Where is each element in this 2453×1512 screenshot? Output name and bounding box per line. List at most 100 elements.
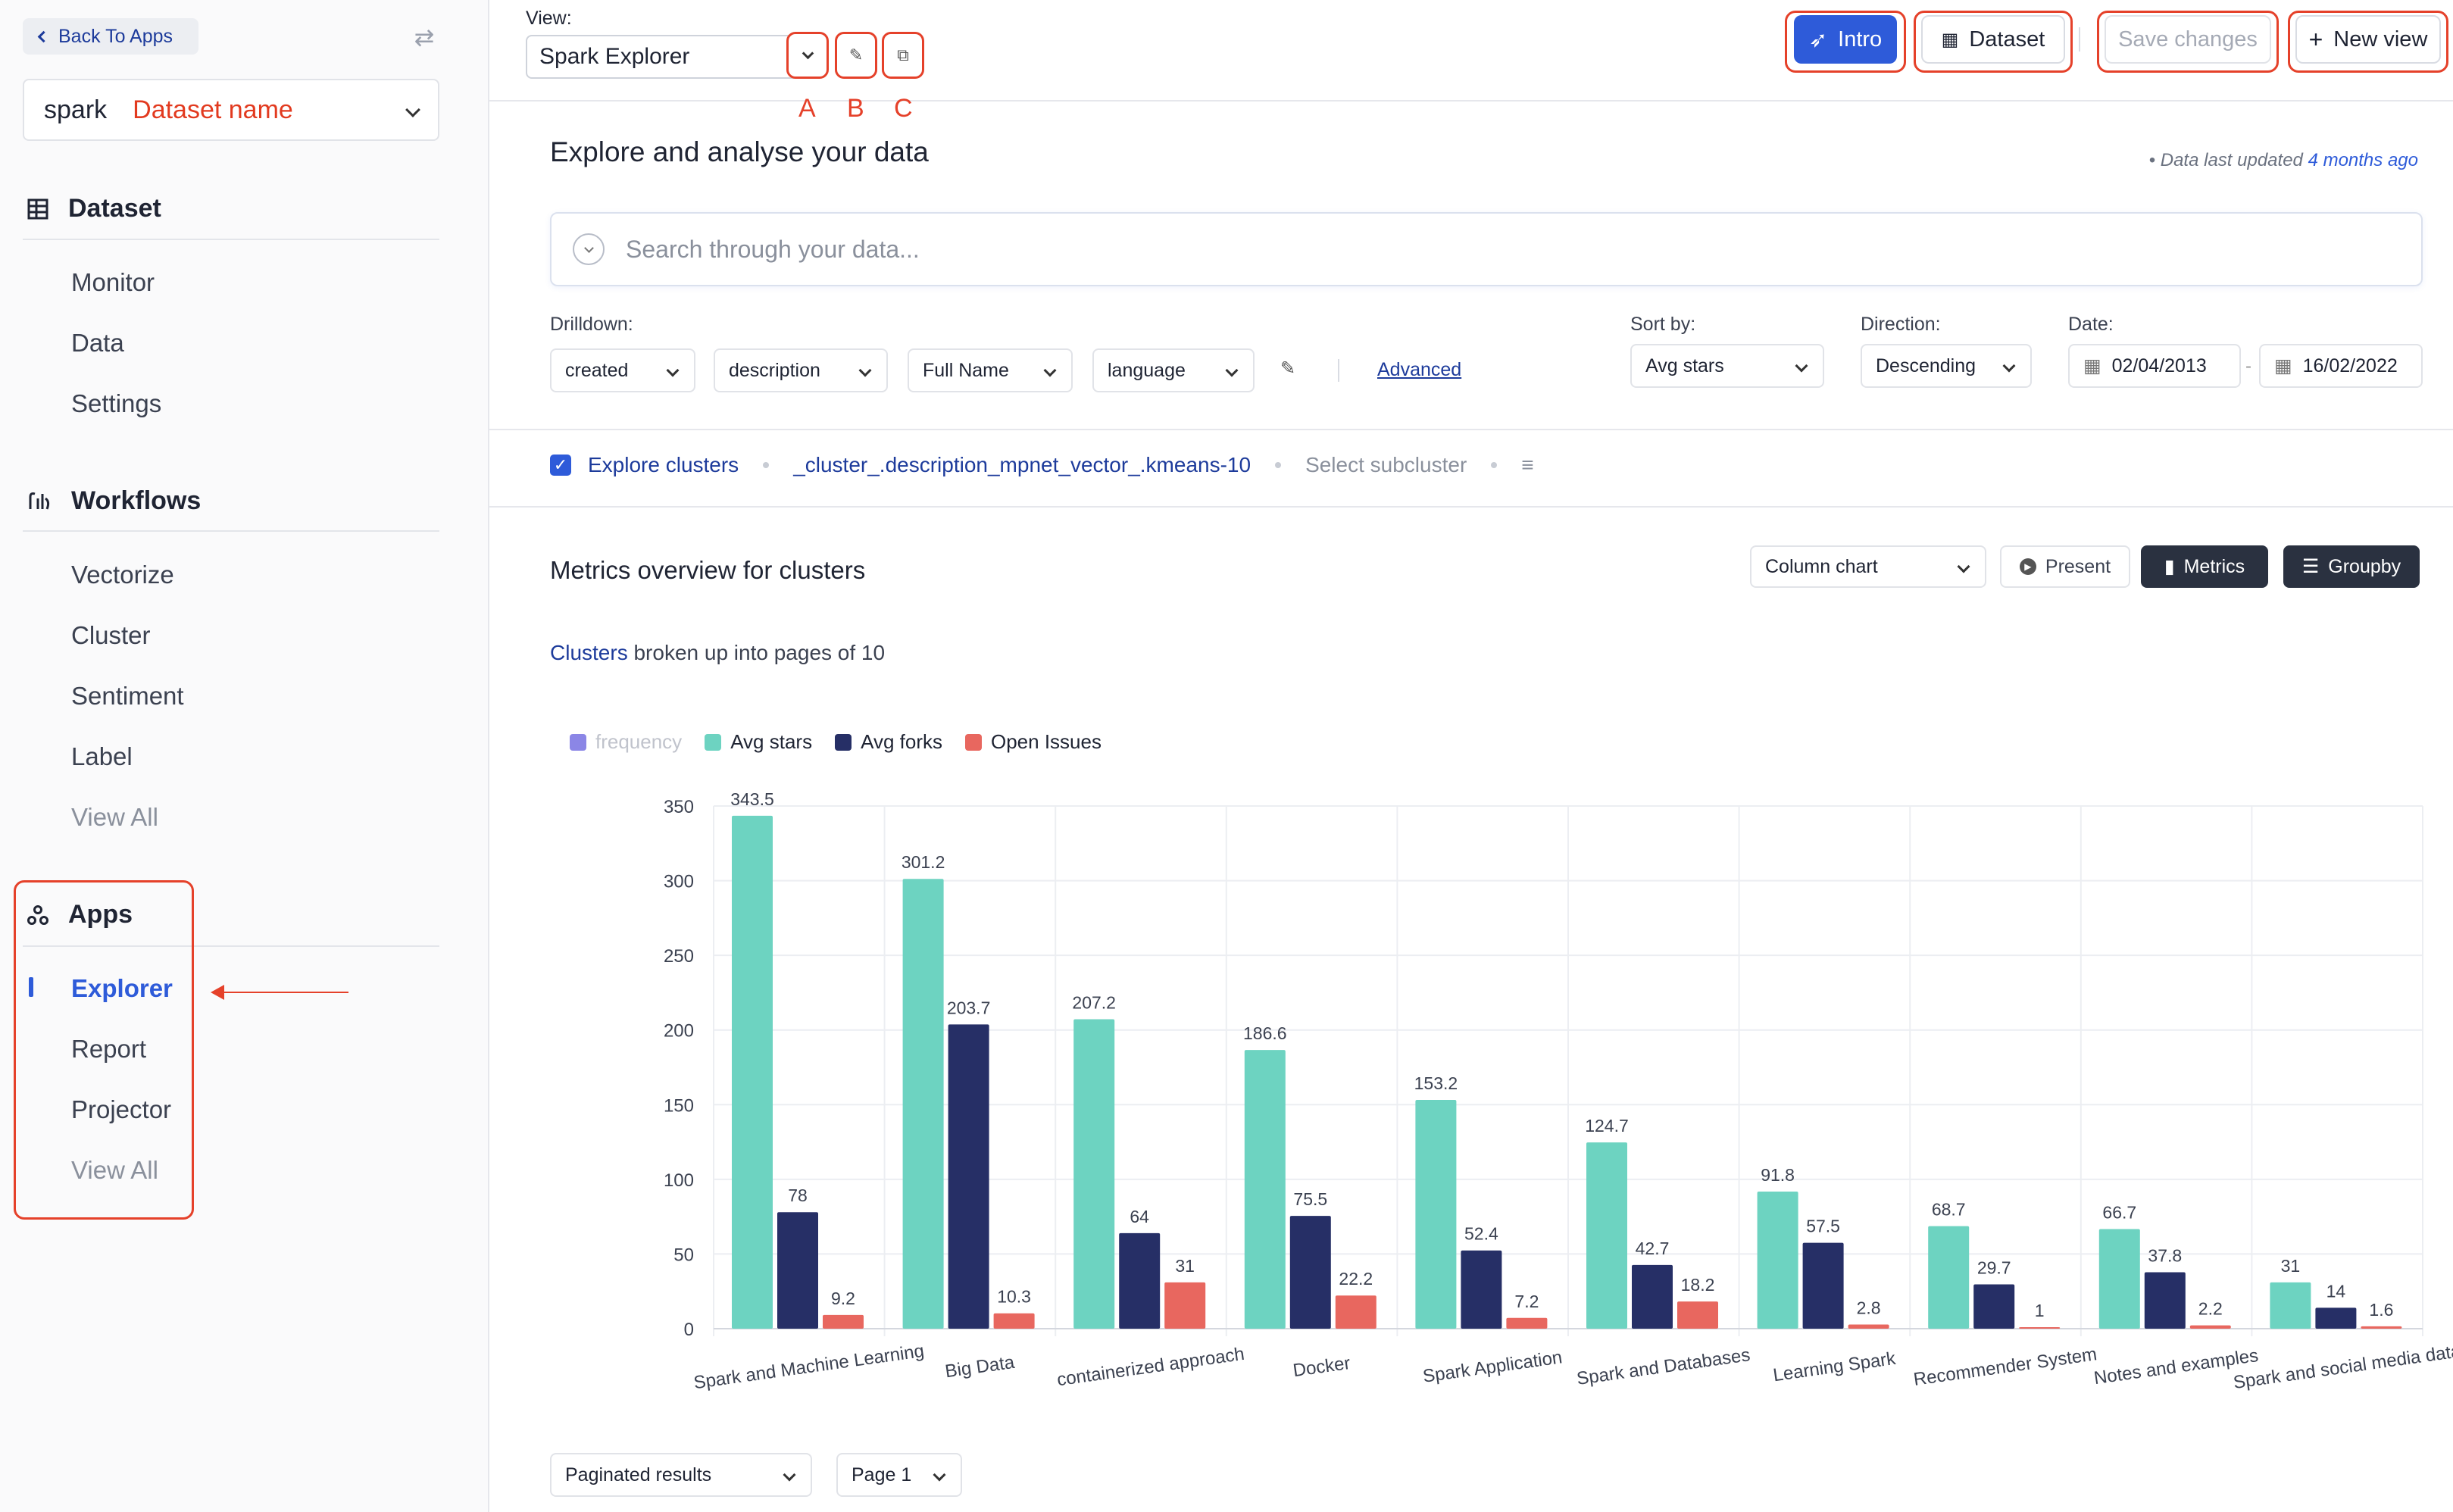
legend-item-frequency[interactable]: frequency bbox=[570, 730, 682, 754]
bar bbox=[1073, 1019, 1115, 1329]
dot-separator bbox=[1491, 462, 1498, 468]
drilldown-created[interactable]: created bbox=[550, 348, 695, 392]
nav-report[interactable]: Report bbox=[71, 1035, 147, 1063]
data-label: 301.2 bbox=[902, 852, 945, 872]
cluster-field[interactable]: _cluster_.description_mpnet_vector_.kmea… bbox=[793, 453, 1251, 476]
bar bbox=[1757, 1192, 1798, 1329]
view-label: View: bbox=[526, 8, 572, 29]
data-label: 14 bbox=[2326, 1281, 2346, 1301]
nav-monitor[interactable]: Monitor bbox=[71, 268, 155, 296]
dataset-button[interactable]: ▦ Dataset bbox=[1921, 15, 2065, 64]
new-view-button[interactable]: + New view bbox=[2295, 15, 2441, 64]
annotation-box-dataset bbox=[1914, 11, 2073, 73]
dataset-prefix: spark bbox=[44, 95, 108, 124]
collapse-icon[interactable]: ⇄ bbox=[414, 23, 435, 51]
open-external-button[interactable]: ⧉ bbox=[882, 32, 924, 79]
present-label: Present bbox=[2045, 555, 2111, 577]
apps-icon bbox=[27, 904, 48, 925]
legend-swatch bbox=[570, 733, 586, 751]
x-tick-label: Spark and Databases bbox=[1576, 1345, 1751, 1389]
chevron-down-icon bbox=[1043, 364, 1057, 377]
explore-clusters-label[interactable]: Explore clusters bbox=[588, 453, 739, 476]
view-dropdown-button[interactable] bbox=[786, 32, 829, 79]
chevron-down-circle-icon[interactable] bbox=[573, 233, 605, 265]
nav-projector[interactable]: Projector bbox=[71, 1095, 172, 1123]
data-label: 2.2 bbox=[2198, 1299, 2223, 1319]
section-title: Workflows bbox=[71, 486, 202, 515]
data-label: 57.5 bbox=[1806, 1217, 1840, 1236]
x-tick-label: containerized approach bbox=[1056, 1344, 1246, 1390]
groupby-button[interactable]: ☰ Groupby bbox=[2283, 545, 2420, 588]
page-select[interactable]: Page 1 bbox=[836, 1453, 962, 1497]
external-link-icon: ⧉ bbox=[897, 45, 909, 64]
drilldown-description[interactable]: description bbox=[714, 348, 888, 392]
edit-view-button[interactable]: ✎ bbox=[835, 32, 877, 79]
x-tick-label: Recommender System bbox=[1912, 1344, 2098, 1390]
date-to-input[interactable]: ▦ 16/02/2022 bbox=[2259, 344, 2423, 388]
data-label: 1 bbox=[2035, 1301, 2045, 1320]
divider bbox=[1338, 359, 1339, 382]
select-subcluster[interactable]: Select subcluster bbox=[1305, 453, 1467, 476]
view-select[interactable]: Spark Explorer bbox=[526, 35, 821, 79]
nav-sentiment[interactable]: Sentiment bbox=[71, 682, 184, 710]
bar bbox=[1802, 1242, 1844, 1329]
pencil-icon[interactable]: ✎ bbox=[1280, 358, 1296, 379]
legend-item-open-issues[interactable]: Open Issues bbox=[965, 730, 1102, 754]
nav-data[interactable]: Data bbox=[71, 329, 124, 357]
clusters-link[interactable]: Clusters bbox=[550, 641, 628, 664]
search-box[interactable]: Search through your data... bbox=[550, 212, 2423, 286]
sidebar: Back To Apps ⇄ spark Dataset name Datase… bbox=[0, 0, 489, 1512]
direction-select[interactable]: Descending bbox=[1861, 344, 2032, 388]
save-changes-button[interactable]: Save changes bbox=[2105, 15, 2271, 64]
date-separator: - bbox=[2245, 356, 2251, 376]
chevron-down-icon bbox=[802, 47, 814, 60]
bar bbox=[1335, 1295, 1376, 1329]
data-label: 31 bbox=[2281, 1256, 2301, 1276]
sort-select[interactable]: Avg stars bbox=[1630, 344, 1824, 388]
legend-label: frequency bbox=[595, 730, 683, 753]
intro-button[interactable]: ➶ Intro bbox=[1794, 15, 1897, 64]
drilldown-full-name[interactable]: Full Name bbox=[908, 348, 1073, 392]
nav-cluster[interactable]: Cluster bbox=[71, 621, 151, 649]
drilldown-language[interactable]: language bbox=[1092, 348, 1255, 392]
nav-settings[interactable]: Settings bbox=[71, 389, 162, 417]
chart-type-value: Column chart bbox=[1765, 555, 1878, 577]
metrics-button[interactable]: ▮ Metrics bbox=[2141, 545, 2268, 588]
explore-clusters-checkbox[interactable]: ✓ bbox=[550, 455, 571, 476]
bar bbox=[2315, 1307, 2357, 1329]
divider bbox=[23, 530, 439, 532]
pagination-mode-select[interactable]: Paginated results bbox=[550, 1453, 812, 1497]
nav-view-all-apps[interactable]: View All bbox=[71, 1156, 158, 1184]
legend-item-avg-forks[interactable]: Avg forks bbox=[835, 730, 942, 754]
back-to-apps-button[interactable]: Back To Apps bbox=[23, 18, 198, 55]
filter-icon[interactable]: ≡ bbox=[1521, 453, 1534, 476]
data-label: 186.6 bbox=[1243, 1023, 1287, 1043]
intro-label: Intro bbox=[1838, 27, 1883, 52]
present-button[interactable]: ▶ Present bbox=[2000, 545, 2130, 588]
chevron-down-icon bbox=[858, 364, 872, 377]
data-updated: • Data last updated 4 months ago bbox=[2148, 150, 2418, 170]
chart-type-select[interactable]: Column chart bbox=[1750, 545, 1986, 588]
advanced-link[interactable]: Advanced bbox=[1377, 359, 1462, 380]
annotation-letter-a: A bbox=[798, 94, 816, 123]
legend-item-avg-stars[interactable]: Avg stars bbox=[705, 730, 812, 754]
bar bbox=[2019, 1327, 2061, 1329]
chevron-left-icon bbox=[37, 30, 50, 42]
nav-explorer[interactable]: Explorer bbox=[71, 974, 173, 1002]
data-label: 91.8 bbox=[1761, 1165, 1795, 1185]
data-label: 37.8 bbox=[2148, 1245, 2182, 1265]
column-chart: 0 50 100 150 200 250 300 350 343.5 78 9.2 Spark and… bbox=[664, 789, 2453, 1393]
data-label: 22.2 bbox=[1339, 1269, 1373, 1289]
nav-vectorize[interactable]: Vectorize bbox=[71, 561, 174, 589]
bar bbox=[2144, 1272, 2186, 1329]
date-from-input[interactable]: ▦ 02/04/2013 bbox=[2068, 344, 2241, 388]
play-icon: ▶ bbox=[2019, 558, 2036, 575]
y-tick-label: 150 bbox=[664, 1095, 694, 1116]
bar bbox=[1506, 1317, 1548, 1329]
nav-view-all-workflows[interactable]: View All bbox=[71, 803, 158, 831]
table-icon bbox=[27, 198, 48, 219]
nav-label[interactable]: Label bbox=[71, 742, 133, 770]
divider bbox=[23, 239, 439, 240]
dataset-select[interactable]: spark Dataset name bbox=[23, 79, 439, 141]
data-label: 78 bbox=[788, 1186, 808, 1205]
